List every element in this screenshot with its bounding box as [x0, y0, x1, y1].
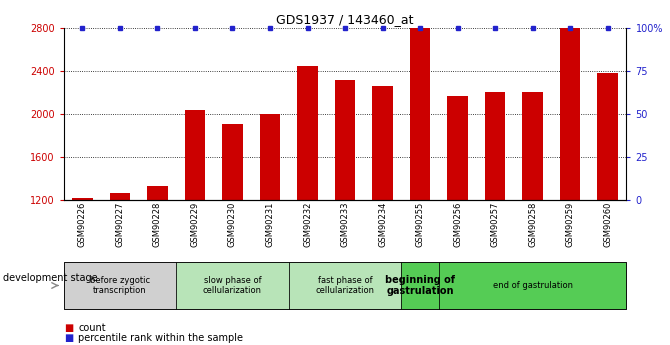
- Text: before zygotic
transcription: before zygotic transcription: [90, 276, 150, 295]
- Bar: [110, 193, 130, 200]
- Bar: [410, 28, 430, 200]
- Text: count: count: [78, 323, 106, 333]
- Title: GDS1937 / 143460_at: GDS1937 / 143460_at: [276, 13, 414, 27]
- Text: ■: ■: [64, 323, 73, 333]
- Bar: [260, 114, 280, 200]
- Bar: [147, 186, 168, 200]
- Bar: [297, 66, 318, 200]
- Text: beginning of
gastrulation: beginning of gastrulation: [385, 275, 455, 296]
- Bar: [598, 73, 618, 200]
- Bar: [523, 92, 543, 200]
- Bar: [560, 28, 580, 200]
- Bar: [373, 86, 393, 200]
- Text: slow phase of
cellularization: slow phase of cellularization: [203, 276, 262, 295]
- Text: end of gastrulation: end of gastrulation: [492, 281, 573, 290]
- Bar: [448, 96, 468, 200]
- Text: ■: ■: [64, 333, 73, 343]
- Text: percentile rank within the sample: percentile rank within the sample: [78, 333, 243, 343]
- Bar: [485, 92, 505, 200]
- Bar: [222, 124, 243, 200]
- Text: fast phase of
cellularization: fast phase of cellularization: [316, 276, 375, 295]
- Bar: [72, 198, 92, 200]
- Bar: [185, 110, 205, 200]
- Bar: [335, 80, 355, 200]
- Text: development stage: development stage: [3, 273, 98, 283]
